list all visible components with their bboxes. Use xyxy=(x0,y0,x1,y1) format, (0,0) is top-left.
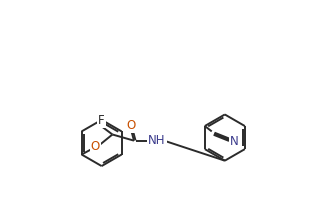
Text: N: N xyxy=(230,135,238,148)
Text: F: F xyxy=(98,114,105,127)
Text: O: O xyxy=(126,119,136,132)
Text: O: O xyxy=(91,140,100,153)
Text: NH: NH xyxy=(148,134,166,147)
